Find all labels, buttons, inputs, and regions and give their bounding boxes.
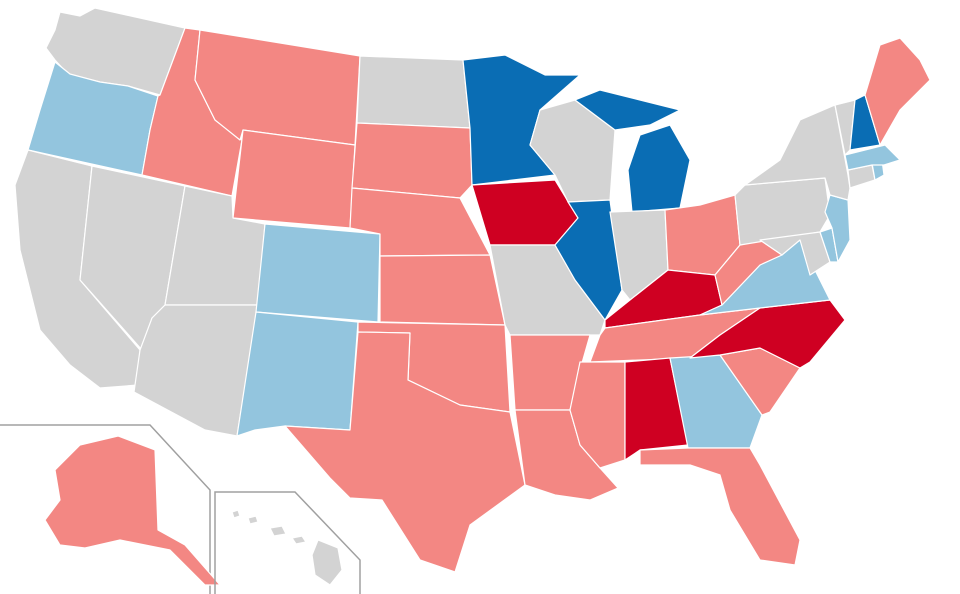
- hawaii-inset-frame: [214, 491, 361, 594]
- state-massachusetts[interactable]: [844, 144, 901, 171]
- state-texas[interactable]: [284, 331, 526, 573]
- state-hawaii[interactable]: [231, 509, 343, 586]
- state-south-dakota[interactable]: [351, 122, 473, 199]
- state-north-carolina[interactable]: [689, 299, 846, 369]
- state-colorado[interactable]: [255, 223, 381, 323]
- state-wyoming[interactable]: [232, 129, 356, 229]
- alaska-inset-frame: [0, 424, 211, 594]
- state-new-mexico[interactable]: [236, 311, 359, 437]
- state-alaska[interactable]: [44, 435, 221, 586]
- state-alabama[interactable]: [624, 357, 689, 461]
- state-florida[interactable]: [639, 447, 801, 566]
- state-north-dakota[interactable]: [356, 55, 471, 129]
- state-arizona[interactable]: [133, 304, 259, 437]
- contiguous-states: [14, 7, 931, 573]
- state-kansas[interactable]: [379, 254, 506, 326]
- state-maine[interactable]: [864, 37, 931, 146]
